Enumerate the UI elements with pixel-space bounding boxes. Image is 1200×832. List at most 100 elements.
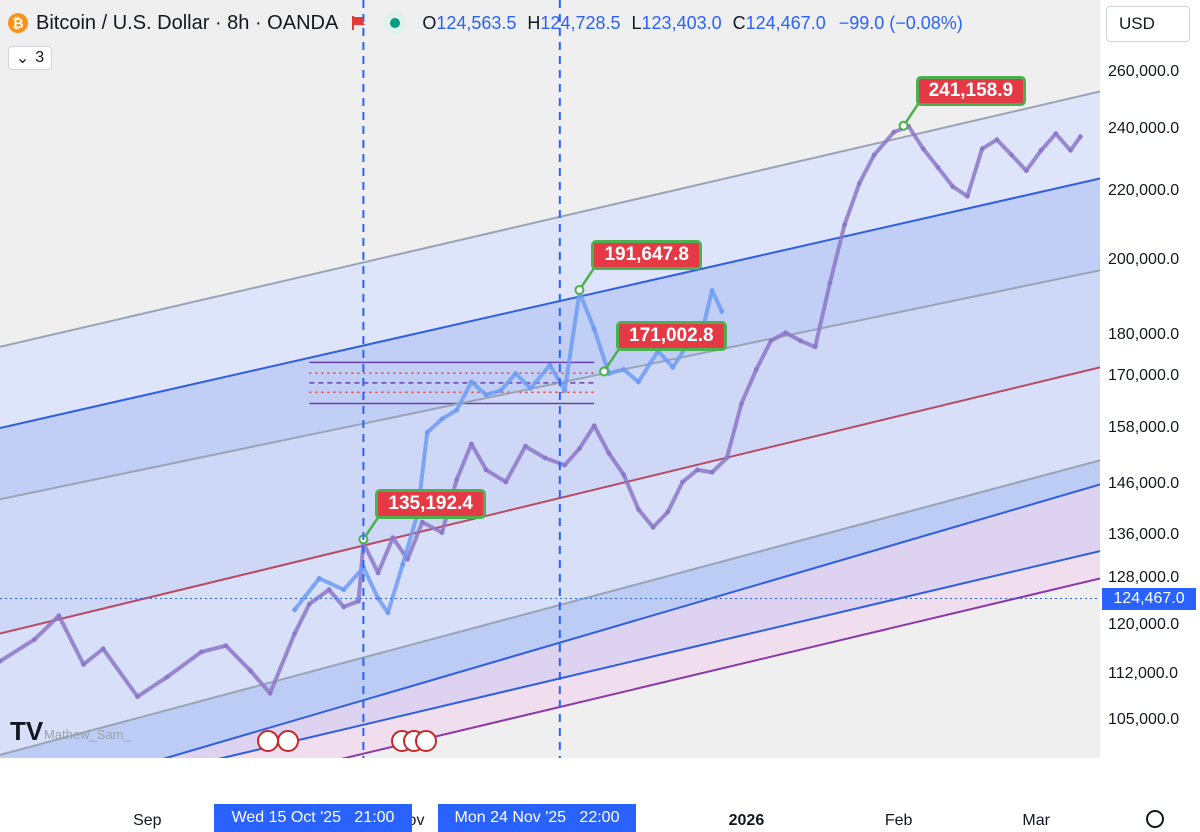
price-point-2-20 [591,326,597,332]
high-label: H [527,12,541,33]
price-tick-label: 136,000.0 [1108,526,1180,544]
price-point-2-7 [400,562,406,568]
range-box [309,361,595,405]
price-point-1-43 [768,338,774,344]
channel-line-6 [162,483,1100,758]
price-point-1-16 [356,598,361,604]
time-tick-label: Sep [133,812,162,829]
price-tick-label: 200,000.0 [1108,250,1180,268]
price-tick-label: 158,000.0 [1108,418,1180,436]
price-tick-label: 220,000.0 [1108,182,1180,200]
callout-anchor-4 [898,120,909,131]
price-point-1-33 [621,472,627,478]
price-point-1-54 [935,165,941,170]
price-point-2-18 [562,388,568,393]
price-point-2-15 [513,371,519,376]
channel-fill-3 [0,270,1100,634]
change-value: −99.0 (−0.08%) [838,12,963,33]
price-point-1-62 [1053,131,1059,137]
price-point-2-10 [439,416,445,422]
price-point-1-58 [994,137,1000,143]
flag-icon[interactable] [350,14,368,32]
bitcoin-icon: ₿ [8,13,28,33]
price-point-1-53 [920,146,926,152]
price-tick-label: 120,000.0 [1108,615,1180,633]
symbol-title[interactable]: Bitcoin / U.S. Dollar · 8h · OANDA [36,11,339,34]
event-flags[interactable] [257,730,437,752]
time-tick-label: Feb [884,812,913,829]
price-point-1-13 [306,601,312,607]
price-point-2-9 [424,430,430,435]
high-value: 124,728.5 [540,12,621,33]
price-point-1-36 [665,509,671,515]
price-point-1-15 [341,604,347,610]
price-point-1-45 [798,338,803,344]
price-point-1-2 [31,637,37,643]
price-point-1-32 [606,450,612,456]
price-point-1-50 [871,152,877,158]
channel-fill-1 [0,91,1100,428]
price-point-2-16 [527,385,533,391]
price-callout-2[interactable]: 191,647.8 [591,239,702,270]
price-point-1-38 [694,467,700,473]
price-point-1-56 [965,193,970,199]
price-point-1-42 [753,366,759,372]
channel-line-7 [218,550,1100,758]
time-tick-label: 2026 [728,812,765,829]
price-axis[interactable] [1100,0,1200,804]
price-point-1-44 [783,330,789,336]
price-tick-label: 260,000.0 [1108,63,1180,80]
price-point-2-2 [316,576,322,581]
price-point-1-3 [56,613,62,619]
channel-line-5 [0,459,1100,756]
close-value: 124,467.0 [745,12,826,33]
channel-line-3 [0,269,1100,501]
currency-label: USD [1119,14,1155,33]
price-point-1-47 [827,280,833,286]
price-callout-3[interactable]: 171,002.8 [616,321,727,352]
highlight-verticals [362,0,561,758]
price-point-1-39 [709,469,715,475]
price-tick-label: 170,000.0 [1108,366,1180,384]
price-point-1-51 [891,129,897,135]
gear-icon[interactable] [1146,810,1164,828]
price-tick-label: 128,000.0 [1108,569,1180,587]
channel-fill-4 [0,367,1100,755]
price-point-1-12 [292,631,298,636]
price-callout-4[interactable]: 241,158.9 [915,75,1027,106]
price-tick-label: 240,000.0 [1108,120,1180,138]
price-point-1-24 [469,441,474,447]
price-point-1-34 [635,506,641,512]
price-point-2-6 [385,610,391,616]
price-point-1-63 [1068,147,1073,153]
price-point-1-23 [454,477,460,482]
price-point-1-55 [950,184,956,189]
price-point-1-49 [856,180,862,186]
price-callout-1[interactable]: 135,192.4 [375,489,486,520]
price-series-line-1 [0,124,1083,699]
channel-line-4 [0,366,1100,635]
market-status-icon[interactable] [384,12,407,34]
price-point-2-12 [469,379,474,385]
price-point-1-64 [1077,134,1083,140]
price-point-1-22 [439,530,445,535]
channel-lines [0,90,1100,758]
indicators-toggle-button[interactable]: ⌄ 3 [8,46,52,70]
price-point-1-26 [503,479,509,485]
price-point-1-7 [164,674,170,680]
chart-header: ₿ Bitcoin / U.S. Dollar · 8h · OANDA O 12… [8,6,963,40]
price-point-1-35 [650,524,656,530]
open-label: O [422,12,437,33]
highlight-date-label-2: Mon 24 Nov '25 22:00 [438,804,636,832]
price-point-1-14 [326,587,332,593]
currency-selector[interactable]: USD [1106,6,1190,42]
close-label: C [732,12,746,33]
price-point-1-30 [577,446,582,452]
price-point-2-29 [719,308,725,314]
price-point-2-22 [621,366,627,372]
price-point-2-5 [375,595,381,601]
callout-anchor-3 [599,366,610,377]
price-point-2-14 [498,388,504,393]
price-tick-label: 146,000.0 [1108,475,1180,493]
